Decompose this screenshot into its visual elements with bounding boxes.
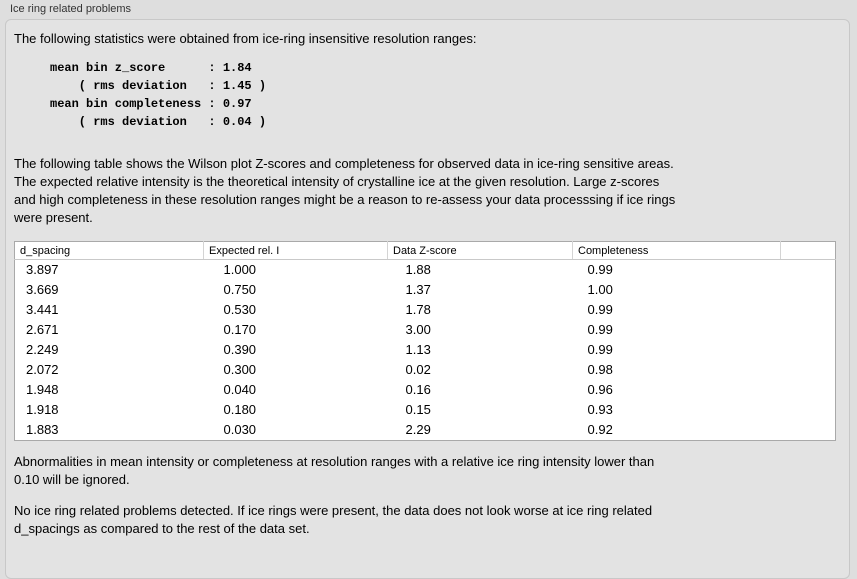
cell-empty: [781, 320, 836, 340]
cell-data-z-score: 1.13: [405, 342, 431, 357]
table-row[interactable]: 2.249 0.390 1.13 0.99: [15, 340, 836, 360]
cell-empty: [781, 340, 836, 360]
cell-expected-rel-i: 0.300: [223, 362, 257, 377]
cell-data-z-score: 0.15: [405, 402, 431, 417]
cell-expected-rel-i: 0.040: [223, 382, 257, 397]
cell-d-spacing: 2.249: [26, 342, 59, 357]
cell-completeness: 0.96: [587, 382, 613, 397]
table-row[interactable]: 2.072 0.300 0.02 0.98: [15, 360, 836, 380]
table-row[interactable]: 1.918 0.180 0.15 0.93: [15, 400, 836, 420]
column-header-expected-rel-i[interactable]: Expected rel. I: [203, 241, 388, 260]
table-row[interactable]: 1.948 0.040 0.16 0.96: [15, 380, 836, 400]
table-header-row: d_spacing Expected rel. I Data Z-score C…: [14, 241, 836, 260]
stat-z-score-rms-deviation: ( rms deviation : 1.45 ): [50, 79, 267, 93]
cell-empty: [781, 380, 836, 400]
column-header-data-z-score[interactable]: Data Z-score: [387, 241, 573, 260]
table-row[interactable]: 3.441 0.530 1.78 0.99: [15, 300, 836, 320]
cell-empty: [781, 360, 836, 380]
table-header: d_spacing Expected rel. I Data Z-score C…: [14, 241, 836, 260]
cell-empty: [781, 300, 836, 320]
cell-data-z-score: 1.37: [405, 282, 431, 297]
cell-d-spacing: 3.897: [26, 262, 59, 277]
cell-expected-rel-i: 0.030: [223, 422, 257, 437]
cell-empty: [781, 420, 836, 441]
cell-expected-rel-i: 0.180: [223, 402, 257, 417]
cell-completeness: 0.93: [587, 402, 613, 417]
cell-empty: [781, 280, 836, 300]
stat-mean-bin-completeness: mean bin completeness : 0.97: [50, 97, 252, 111]
stats-summary-block: mean bin z_score : 1.84 ( rms deviation …: [50, 59, 841, 131]
cell-d-spacing: 2.072: [26, 362, 59, 377]
groupbox-label: Ice ring related problems: [10, 3, 132, 15]
cell-expected-rel-i: 0.750: [223, 282, 257, 297]
stats-intro-text: The following statistics were obtained f…: [14, 31, 477, 46]
cell-data-z-score: 3.00: [405, 322, 431, 337]
cell-data-z-score: 2.29: [405, 422, 431, 437]
cell-expected-rel-i: 0.530: [223, 302, 257, 317]
cell-completeness: 0.99: [587, 322, 613, 337]
column-header-empty: [780, 241, 836, 260]
cell-expected-rel-i: 0.170: [223, 322, 257, 337]
cell-d-spacing: 1.883: [26, 422, 59, 437]
cell-completeness: 0.99: [587, 302, 613, 317]
table-row[interactable]: 3.669 0.750 1.37 1.00: [15, 280, 836, 300]
ice-ring-problems-panel: The following statistics were obtained f…: [5, 19, 850, 579]
table-intro-text: The following table shows the Wilson plo…: [14, 156, 676, 225]
cell-d-spacing: 1.918: [26, 402, 59, 417]
column-header-completeness[interactable]: Completeness: [572, 241, 781, 260]
ice-ring-table: d_spacing Expected rel. I Data Z-score C…: [14, 241, 836, 441]
column-header-d-spacing[interactable]: d_spacing: [14, 241, 204, 260]
table-row[interactable]: 3.897 1.000 1.88 0.99: [15, 260, 836, 281]
cell-completeness: 0.98: [587, 362, 613, 377]
ignore-threshold-note: Abnormalities in mean intensity or compl…: [14, 454, 655, 487]
cell-data-z-score: 0.02: [405, 362, 431, 377]
cell-data-z-score: 1.78: [405, 302, 431, 317]
cell-d-spacing: 3.441: [26, 302, 59, 317]
cell-data-z-score: 0.16: [405, 382, 431, 397]
cell-completeness: 0.99: [587, 342, 613, 357]
cell-empty: [781, 400, 836, 420]
cell-completeness: 0.99: [587, 262, 613, 277]
cell-expected-rel-i: 1.000: [223, 262, 257, 277]
cell-data-z-score: 1.88: [405, 262, 431, 277]
table-row[interactable]: 1.883 0.030 2.29 0.92: [15, 420, 836, 441]
cell-expected-rel-i: 0.390: [223, 342, 257, 357]
cell-completeness: 0.92: [587, 422, 613, 437]
table-row[interactable]: 2.671 0.170 3.00 0.99: [15, 320, 836, 340]
cell-completeness: 1.00: [587, 282, 613, 297]
stat-completeness-rms-deviation: ( rms deviation : 0.04 ): [50, 115, 267, 129]
panel-content: The following statistics were obtained f…: [6, 20, 849, 538]
cell-d-spacing: 1.948: [26, 382, 59, 397]
cell-d-spacing: 2.671: [26, 322, 59, 337]
stat-mean-bin-z-score: mean bin z_score : 1.84: [50, 61, 252, 75]
table-body: 3.897 1.000 1.88 0.99 3.669 0.750 1.37 1…: [15, 260, 836, 441]
cell-d-spacing: 3.669: [26, 282, 59, 297]
cell-empty: [781, 260, 836, 281]
conclusion-text: No ice ring related problems detected. I…: [14, 503, 653, 536]
